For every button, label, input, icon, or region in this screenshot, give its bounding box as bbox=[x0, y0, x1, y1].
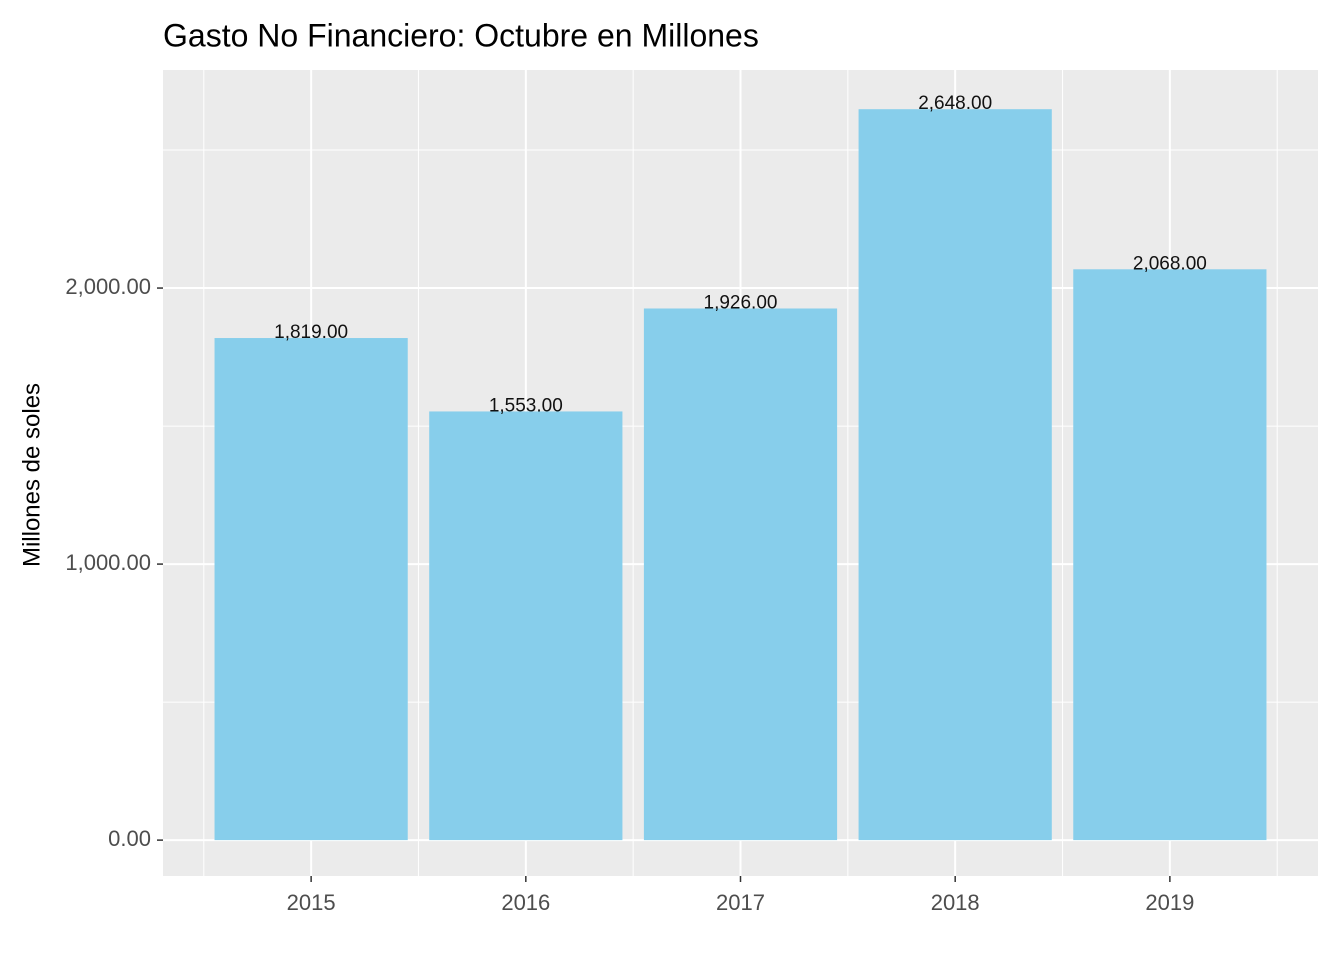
chart-title: Gasto No Financiero: Octubre en Millones bbox=[163, 17, 759, 53]
bar bbox=[214, 338, 408, 841]
y-tick-label: 0.00 bbox=[108, 826, 151, 851]
x-tick-label: 2015 bbox=[287, 890, 336, 915]
y-tick-label: 2,000.00 bbox=[65, 274, 151, 299]
x-tick-label: 2017 bbox=[716, 890, 765, 915]
value-label: 1,926.00 bbox=[704, 293, 778, 314]
value-label: 1,819.00 bbox=[274, 322, 348, 343]
bar bbox=[429, 411, 623, 841]
bar bbox=[1073, 269, 1267, 841]
value-label: 1,553.00 bbox=[489, 395, 563, 416]
value-label: 2,648.00 bbox=[918, 93, 992, 114]
bar bbox=[858, 109, 1052, 841]
y-axis-label: Millones de soles bbox=[18, 383, 45, 567]
x-tick-label: 2018 bbox=[931, 890, 980, 915]
bar bbox=[643, 308, 838, 841]
x-tick-label: 2019 bbox=[1145, 890, 1194, 915]
y-tick-label: 1,000.00 bbox=[65, 550, 151, 575]
value-label: 2,068.00 bbox=[1133, 253, 1207, 274]
x-tick-label: 2016 bbox=[501, 890, 550, 915]
